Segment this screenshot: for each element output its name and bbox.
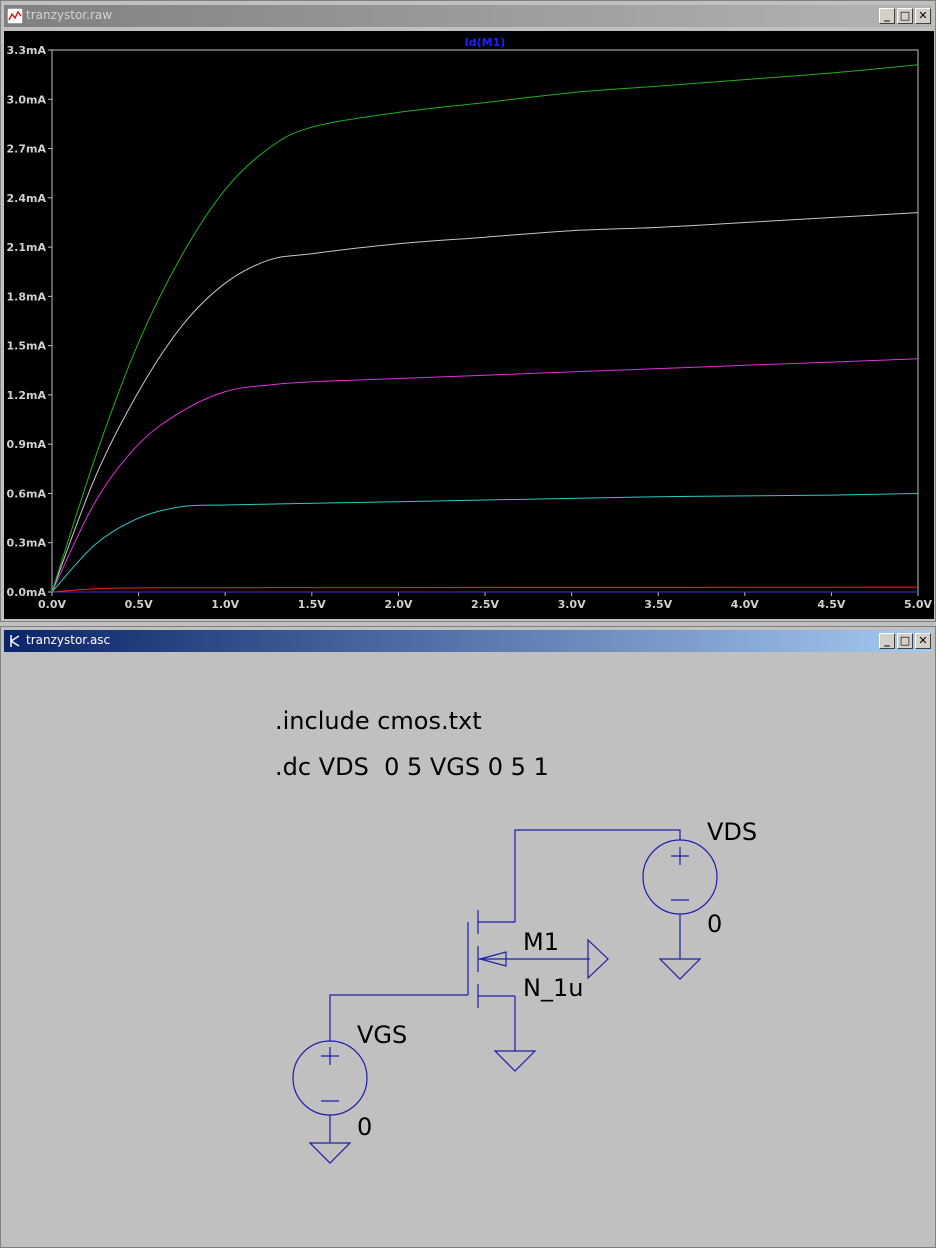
id-vs-vds-chart: Id(M1) 0.0V 0.5V 1.0V 1.5V 2.0V 2.5V 3.0V 3.5V 4.… [7, 36, 933, 611]
x-tick-label: 5.0V [904, 598, 932, 611]
x-tick-label: 3.5V [644, 598, 672, 611]
schematic-titlebar[interactable]: tranzystor.asc _ □ ✕ [4, 630, 932, 652]
y-tick-label: 3.0mA [7, 93, 47, 106]
trace-line-2 [51, 493, 919, 593]
x-tick-label: 0.0V [38, 598, 66, 611]
close-button[interactable]: ✕ [915, 8, 931, 24]
x-tick-label: 1.0V [211, 598, 239, 611]
y-tick-label: 2.7mA [7, 143, 47, 156]
x-tick-label: 2.0V [384, 598, 412, 611]
include-directive[interactable]: .include cmos.txt [275, 707, 482, 735]
schematic-icon [10, 635, 20, 647]
y-tick-label: 1.5mA [7, 340, 47, 353]
waveform-title: tranzystor.raw [26, 8, 113, 22]
waveform-icon [7, 8, 23, 24]
mosfet-name-label[interactable]: M1 [523, 928, 559, 956]
trace-line-3 [51, 358, 919, 593]
ground-symbol [658, 958, 702, 980]
x-tick-label: 1.5V [298, 598, 326, 611]
plot-pane[interactable]: Id(M1) 0.0V 0.5V 1.0V 1.5V 2.0V 2.5V 3.0V 3.5V 4.… [4, 31, 934, 619]
y-tick-label: 1.2mA [7, 389, 47, 402]
x-tick-label: 2.5V [471, 598, 499, 611]
y-tick-label: 0.3mA [7, 537, 47, 550]
x-tick-label: 4.5V [817, 598, 845, 611]
schematic-window: tranzystor.asc _ □ ✕ [0, 626, 936, 1248]
wire-drain-to-vds [514, 829, 681, 922]
dc-sweep-directive[interactable]: .dc VDS 0 5 VGS 0 5 1 [275, 753, 549, 781]
y-tick-label: 0.0mA [7, 586, 47, 599]
waveform-titlebar[interactable]: tranzystor.raw _ □ ✕ [4, 5, 932, 27]
x-tick-label: 0.5V [125, 598, 153, 611]
schematic-canvas[interactable]: .include cmos.txt .dc VDS 0 5 VGS 0 5 1 … [6, 656, 932, 1244]
mosfet-model-label[interactable]: N_1u [523, 974, 583, 1002]
vgs-value-label[interactable]: 0 [357, 1113, 372, 1141]
ground-symbol [308, 1142, 352, 1164]
maximize-button[interactable]: □ [897, 633, 913, 649]
y-tick-label: 1.8mA [7, 290, 47, 303]
schematic-title: tranzystor.asc [26, 633, 111, 647]
trace-line-5 [51, 64, 919, 593]
y-tick-label: 0.6mA [7, 487, 47, 500]
close-button[interactable]: ✕ [915, 633, 931, 649]
y-tick-label: 3.3mA [7, 44, 47, 57]
vds-value-label[interactable]: 0 [707, 910, 722, 938]
minimize-button[interactable]: _ [879, 633, 895, 649]
y-tick-label: 2.4mA [7, 192, 47, 205]
schematic-drawing: .include cmos.txt .dc VDS 0 5 VGS 0 5 1 … [275, 707, 757, 1164]
trace-line-4 [51, 212, 919, 593]
x-tick-label: 3.0V [558, 598, 586, 611]
ground-symbol [493, 1050, 537, 1072]
wire-gate-to-vgs [329, 994, 468, 1041]
minimize-button[interactable]: _ [879, 8, 895, 24]
vgs-name-label[interactable]: VGS [357, 1021, 407, 1049]
vds-name-label[interactable]: VDS [707, 818, 757, 846]
trace-label: Id(M1) [465, 36, 506, 49]
waveform-window: tranzystor.raw _ □ ✕ Id(M1) 0.0V 0.5V 1.0V 1… [0, 0, 936, 622]
trace-line-1 [51, 586, 919, 593]
y-tick-label: 2.1mA [7, 241, 47, 254]
bulk-port-flag [587, 938, 609, 980]
y-tick-label: 0.9mA [7, 438, 47, 451]
maximize-button[interactable]: □ [897, 8, 913, 24]
plot-frame [51, 49, 919, 593]
x-tick-label: 4.0V [731, 598, 759, 611]
